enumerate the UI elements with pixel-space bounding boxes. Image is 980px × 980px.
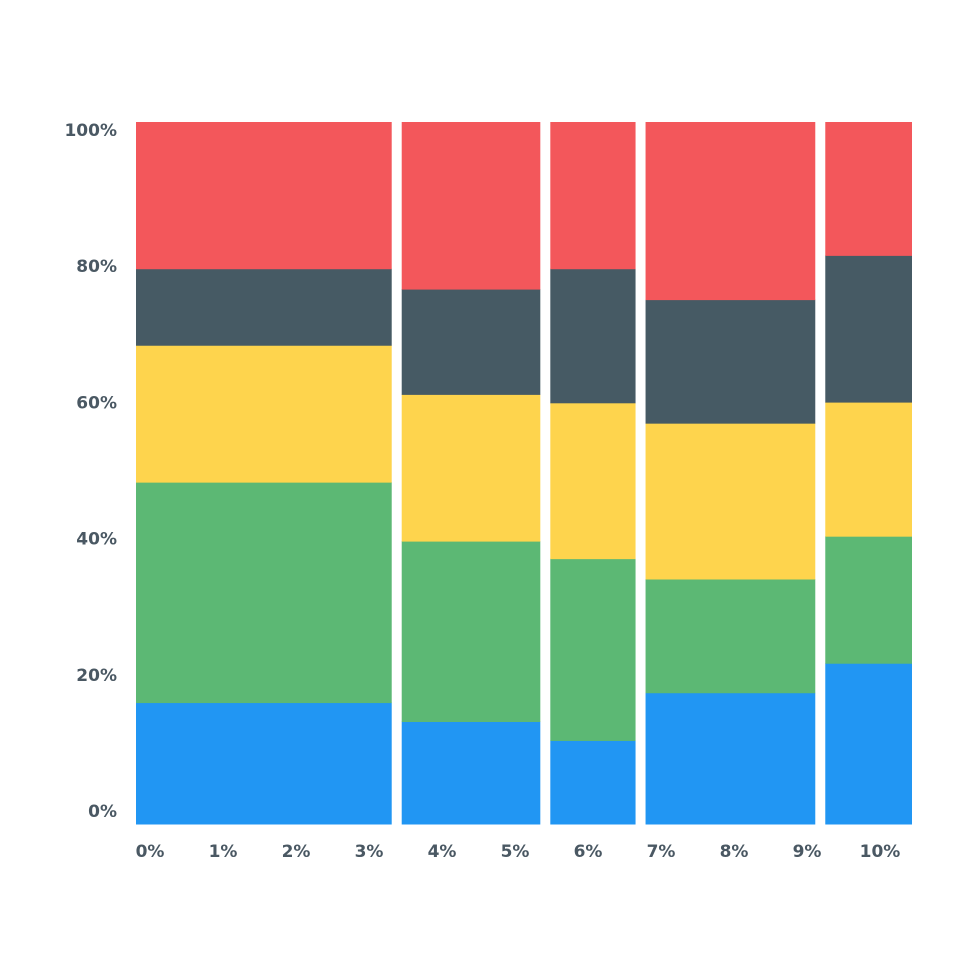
y-tick-label: 100% <box>64 121 117 141</box>
x-tick-label: 3% <box>355 842 384 862</box>
bar-segment-c1-s5 <box>136 122 392 270</box>
bar-segment-c3-s1 <box>550 740 636 825</box>
bar-segment-c4-s5 <box>645 122 816 301</box>
bar-column-2 <box>401 122 541 825</box>
chart-bars <box>136 122 912 825</box>
bar-segment-c2-s2 <box>401 541 541 722</box>
x-tick-label: 7% <box>647 842 676 862</box>
y-tick-label: 0% <box>88 802 117 822</box>
bar-column-5 <box>825 122 912 825</box>
x-tick-label: 8% <box>720 842 749 862</box>
bar-segment-c3-s4 <box>550 268 636 404</box>
bar-segment-c1-s1 <box>136 702 392 825</box>
bar-segment-c3-s5 <box>550 122 636 270</box>
x-tick-label: 4% <box>428 842 457 862</box>
bar-segment-c5-s4 <box>825 255 912 403</box>
bar-segment-c1-s3 <box>136 345 392 483</box>
y-tick-label: 20% <box>76 666 117 686</box>
bar-column-4 <box>645 122 816 825</box>
y-tick-label: 80% <box>76 257 117 277</box>
x-tick-label: 0% <box>136 842 165 862</box>
bar-segment-c2-s4 <box>401 289 541 395</box>
y-tick-label: 40% <box>76 530 117 550</box>
bar-column-3 <box>550 122 636 825</box>
x-tick-label: 9% <box>793 842 822 862</box>
x-tick-label: 6% <box>574 842 603 862</box>
bar-segment-c4-s2 <box>645 579 816 694</box>
bar-segment-c5-s1 <box>825 663 912 825</box>
bar-segment-c4-s1 <box>645 692 816 825</box>
bar-column-1 <box>136 122 392 825</box>
x-tick-label: 5% <box>501 842 530 862</box>
x-tick-label: 1% <box>209 842 238 862</box>
bar-segment-c2-s5 <box>401 122 541 290</box>
bar-segment-c1-s2 <box>136 482 392 704</box>
bar-segment-c4-s4 <box>645 299 816 424</box>
bar-segment-c4-s3 <box>645 423 816 580</box>
bar-segment-c2-s1 <box>401 721 541 825</box>
x-tick-label: 2% <box>282 842 311 862</box>
bar-segment-c2-s3 <box>401 394 541 542</box>
bar-segment-c5-s3 <box>825 402 912 537</box>
bar-segment-c5-s5 <box>825 122 912 256</box>
x-axis-labels: 0% 1% 2% 3% 4% 5% 6% 7% 8% 9% 10% <box>136 842 901 862</box>
y-axis-labels: 0% 20% 40% 60% 80% 100% <box>64 121 117 822</box>
bar-segment-c3-s2 <box>550 558 636 741</box>
bar-segment-c3-s3 <box>550 402 636 560</box>
x-tick-label: 10% <box>860 842 901 862</box>
y-tick-label: 60% <box>76 393 117 413</box>
bar-segment-c1-s4 <box>136 268 392 346</box>
bar-segment-c5-s2 <box>825 536 912 664</box>
